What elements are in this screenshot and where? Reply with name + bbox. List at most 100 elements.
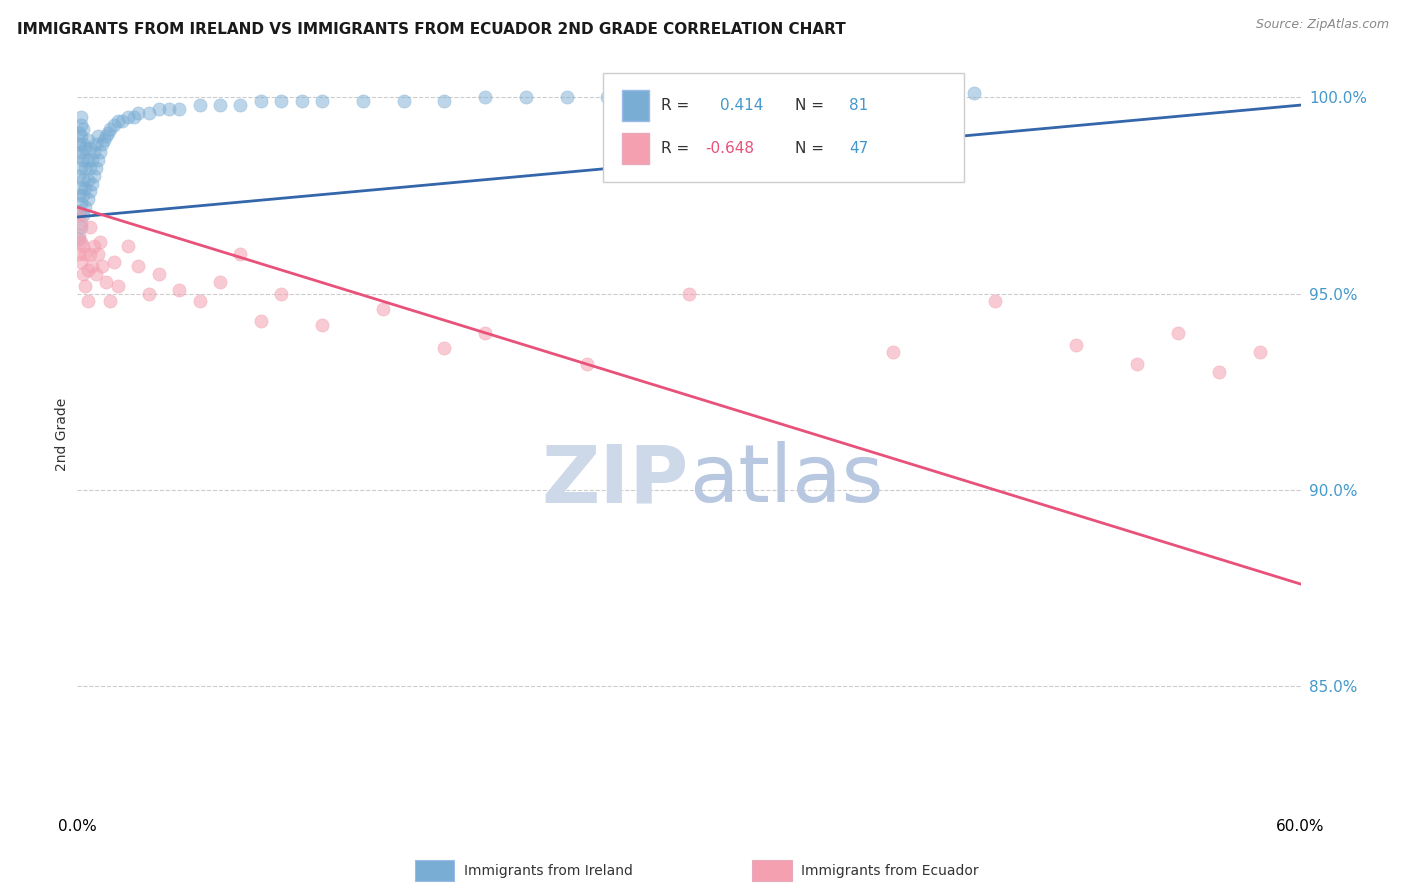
Point	[67, 247, 90, 261]
Point	[83, 145, 105, 160]
Point	[97, 126, 120, 140]
Text: 81: 81	[849, 98, 869, 113]
Point	[678, 90, 700, 104]
Point	[103, 255, 125, 269]
Point	[70, 180, 93, 194]
Point	[70, 129, 93, 144]
Point	[250, 94, 273, 108]
Point	[596, 90, 619, 104]
Point	[515, 90, 537, 104]
Point	[75, 278, 97, 293]
Point	[67, 227, 90, 242]
Text: atlas: atlas	[689, 441, 883, 519]
Point	[75, 180, 97, 194]
Point	[89, 145, 111, 160]
Point	[148, 102, 170, 116]
Point	[841, 94, 863, 108]
FancyBboxPatch shape	[415, 860, 454, 881]
Point	[311, 94, 333, 108]
Point	[83, 169, 105, 183]
Point	[75, 141, 97, 155]
Point	[188, 98, 211, 112]
Point	[70, 161, 93, 175]
Point	[67, 137, 90, 152]
Point	[67, 188, 90, 202]
Text: R =: R =	[661, 141, 689, 156]
Point	[209, 98, 232, 112]
Text: R =: R =	[661, 98, 689, 113]
Point	[433, 342, 456, 356]
Point	[138, 286, 160, 301]
Text: N =: N =	[796, 98, 824, 113]
Point	[70, 235, 93, 250]
Point	[1126, 357, 1149, 371]
Point	[780, 94, 803, 108]
Point	[72, 137, 94, 152]
Point	[94, 275, 117, 289]
FancyBboxPatch shape	[621, 133, 648, 164]
Text: IMMIGRANTS FROM IRELAND VS IMMIGRANTS FROM ECUADOR 2ND GRADE CORRELATION CHART: IMMIGRANTS FROM IRELAND VS IMMIGRANTS FR…	[17, 22, 845, 37]
Point	[1167, 326, 1189, 340]
Point	[433, 94, 456, 108]
Point	[72, 153, 94, 167]
Point	[72, 267, 94, 281]
Point	[76, 133, 98, 147]
Point	[75, 247, 97, 261]
Point	[371, 302, 394, 317]
Text: Immigrants from Ecuador: Immigrants from Ecuador	[801, 863, 979, 878]
Text: 0.414: 0.414	[720, 98, 763, 113]
Point	[67, 204, 90, 219]
Point	[270, 286, 292, 301]
Point	[67, 126, 90, 140]
FancyBboxPatch shape	[603, 73, 965, 182]
Point	[87, 247, 110, 261]
Point	[555, 90, 578, 104]
Point	[128, 259, 150, 273]
Point	[117, 110, 139, 124]
Point	[87, 153, 110, 167]
Point	[576, 357, 599, 371]
Point	[79, 247, 101, 261]
Point	[72, 188, 94, 202]
Point	[1208, 365, 1230, 379]
Point	[79, 219, 101, 234]
Point	[800, 90, 823, 104]
Point	[392, 94, 415, 108]
Point	[70, 216, 93, 230]
Point	[882, 90, 904, 104]
Point	[169, 283, 191, 297]
Point	[107, 278, 129, 293]
Point	[79, 141, 101, 155]
Point	[759, 90, 782, 104]
Point	[76, 263, 98, 277]
Point	[1066, 337, 1088, 351]
Point	[229, 247, 252, 261]
Point	[209, 275, 232, 289]
Point	[83, 239, 105, 253]
Point	[70, 145, 93, 160]
Point	[90, 137, 112, 152]
Point	[84, 137, 107, 152]
Point	[72, 239, 94, 253]
Point	[148, 267, 170, 281]
Text: Source: ZipAtlas.com: Source: ZipAtlas.com	[1256, 18, 1389, 31]
Point	[157, 102, 180, 116]
Point	[188, 294, 211, 309]
Point	[70, 196, 93, 211]
Point	[98, 121, 121, 136]
Point	[111, 113, 134, 128]
Point	[291, 94, 314, 108]
Point	[84, 267, 107, 281]
Point	[984, 294, 1007, 309]
Point	[98, 294, 121, 309]
Point	[474, 90, 496, 104]
Point	[75, 200, 97, 214]
Text: Immigrants from Ireland: Immigrants from Ireland	[464, 863, 633, 878]
Point	[94, 129, 117, 144]
Point	[79, 185, 101, 199]
FancyBboxPatch shape	[621, 89, 648, 121]
Point	[67, 169, 90, 183]
Point	[128, 106, 150, 120]
Point	[311, 318, 333, 332]
Point	[637, 90, 659, 104]
